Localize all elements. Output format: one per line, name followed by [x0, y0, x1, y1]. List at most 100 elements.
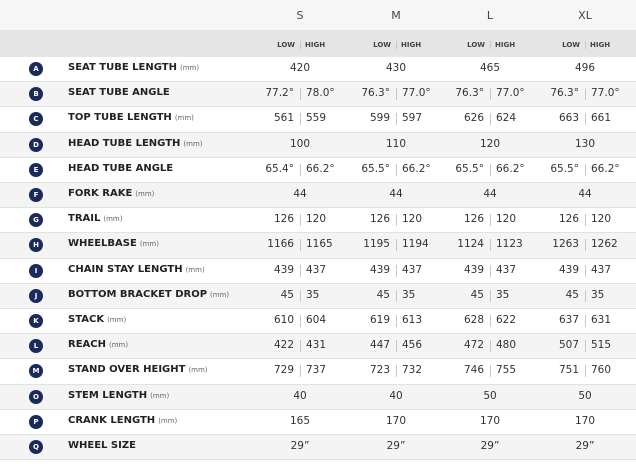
row-name: SEAT TUBE LENGTH (mm) [68, 62, 199, 73]
cell-low: 626 [463, 112, 484, 125]
cell-low: 76.3° [361, 87, 390, 100]
divider [396, 315, 397, 328]
divider [300, 365, 301, 378]
cell-high: 624 [496, 112, 517, 125]
divider [585, 239, 586, 252]
cell-high: 35 [402, 288, 416, 301]
row-name: BOTTOM BRACKET DROP (mm) [68, 289, 229, 300]
row-unit: (mm) [108, 341, 129, 350]
row-name: STAND OVER HEIGHT (mm) [68, 364, 208, 375]
cell-value: 40 [389, 389, 403, 402]
cell-high: 437 [591, 263, 612, 276]
cell-value: 170 [479, 414, 501, 427]
cell-high: 1194 [402, 238, 429, 251]
row-name: TOP TUBE LENGTH (mm) [68, 112, 194, 123]
cell-low: 126 [273, 213, 294, 226]
cell-value: 29” [386, 440, 406, 453]
divider [585, 264, 586, 277]
table-row: H WHEELBASE (mm) 1166 1165 1195 1194 1124 1123 12… [0, 233, 636, 259]
divider [585, 41, 586, 49]
cell-low: 746 [463, 364, 484, 377]
cell-high: 35 [591, 288, 605, 301]
low-label: LOW [277, 41, 295, 49]
divider [585, 214, 586, 227]
cell-low: 65.5° [455, 162, 484, 175]
cell-value: 50 [578, 389, 592, 402]
cell-low: 45 [470, 288, 484, 301]
cell-value: 496 [574, 62, 596, 75]
divider [396, 264, 397, 277]
divider [490, 365, 491, 378]
row-name-text: STEM LENGTH [68, 389, 148, 401]
cell-low: 723 [369, 364, 390, 377]
divider [490, 214, 491, 227]
cell-high: 1165 [306, 238, 333, 251]
cell-low: 628 [463, 314, 484, 327]
cell-value: 50 [483, 389, 497, 402]
cell-low: 45 [565, 288, 579, 301]
table-row: C TOP TUBE LENGTH (mm) 561 559 599 597 626 624 66… [0, 107, 636, 133]
divider [490, 88, 491, 101]
divider [300, 113, 301, 126]
table-row: M STAND OVER HEIGHT (mm) 729 737 723 732 746 755… [0, 359, 636, 385]
high-label: HIGH [590, 41, 611, 49]
cell-low: 45 [376, 288, 390, 301]
row-name: CHAIN STAY LENGTH (mm) [68, 264, 205, 275]
divider [585, 315, 586, 328]
row-name: FORK RAKE (mm) [68, 188, 154, 199]
table-row: G TRAIL (mm) 126 120 126 120 126 120 126 120 [0, 208, 636, 234]
row-badge: M [29, 364, 43, 379]
table-row: J BOTTOM BRACKET DROP (mm) 45 35 45 35 45 35 45 35 [0, 283, 636, 309]
row-badge: I [29, 263, 43, 278]
cell-low: 619 [369, 314, 390, 327]
cell-low: 637 [558, 314, 579, 327]
cell-low: 1263 [552, 238, 579, 251]
cell-value: 420 [289, 62, 311, 75]
high-label: HIGH [305, 41, 326, 49]
size-label: L [486, 9, 494, 22]
size-label: XL [578, 9, 592, 22]
divider [490, 239, 491, 252]
row-badge: C [29, 112, 43, 127]
divider [396, 239, 397, 252]
cell-high: 120 [591, 213, 612, 226]
cell-value: 44 [293, 188, 307, 201]
cell-high: 78.0° [306, 87, 335, 100]
divider [396, 214, 397, 227]
low-label: LOW [467, 41, 485, 49]
row-badge: L [29, 339, 43, 354]
cell-high: 1262 [591, 238, 618, 251]
divider [585, 113, 586, 126]
table-row: F FORK RAKE (mm) 44 44 44 44 [0, 183, 636, 209]
divider [585, 365, 586, 378]
divider [585, 163, 586, 176]
row-name-text: WHEELBASE [68, 238, 137, 250]
high-label: HIGH [401, 41, 422, 49]
cell-high: 597 [402, 112, 423, 125]
row-badge: J [29, 288, 43, 303]
row-badge: G [29, 213, 43, 228]
cell-value: 40 [293, 389, 307, 402]
row-badge: H [29, 238, 43, 253]
row-name-text: FORK RAKE [68, 188, 133, 200]
table-row: L REACH (mm) 422 431 447 456 472 480 507 515 [0, 334, 636, 360]
row-name-text: STACK [68, 314, 105, 326]
cell-value: 44 [389, 188, 403, 201]
cell-high: 66.2° [496, 162, 525, 175]
cell-high: 77.0° [496, 87, 525, 100]
low-label: LOW [562, 41, 580, 49]
row-unit: (mm) [179, 64, 200, 73]
cell-value: 44 [578, 188, 592, 201]
row-name: HEAD TUBE LENGTH (mm) [68, 138, 203, 149]
divider [396, 41, 397, 49]
divider [300, 214, 301, 227]
row-unit: (mm) [158, 416, 178, 425]
divider [585, 289, 586, 302]
table-row: P CRANK LENGTH (mm) 165 170 170 170 [0, 409, 636, 435]
divider [300, 239, 301, 252]
row-badge: A [29, 62, 43, 77]
table-row: O STEM LENGTH (mm) 40 40 50 50 [0, 384, 636, 410]
row-name-text: CRANK LENGTH [68, 414, 156, 426]
row-unit: (mm) [139, 240, 159, 249]
cell-high: 431 [306, 339, 327, 352]
